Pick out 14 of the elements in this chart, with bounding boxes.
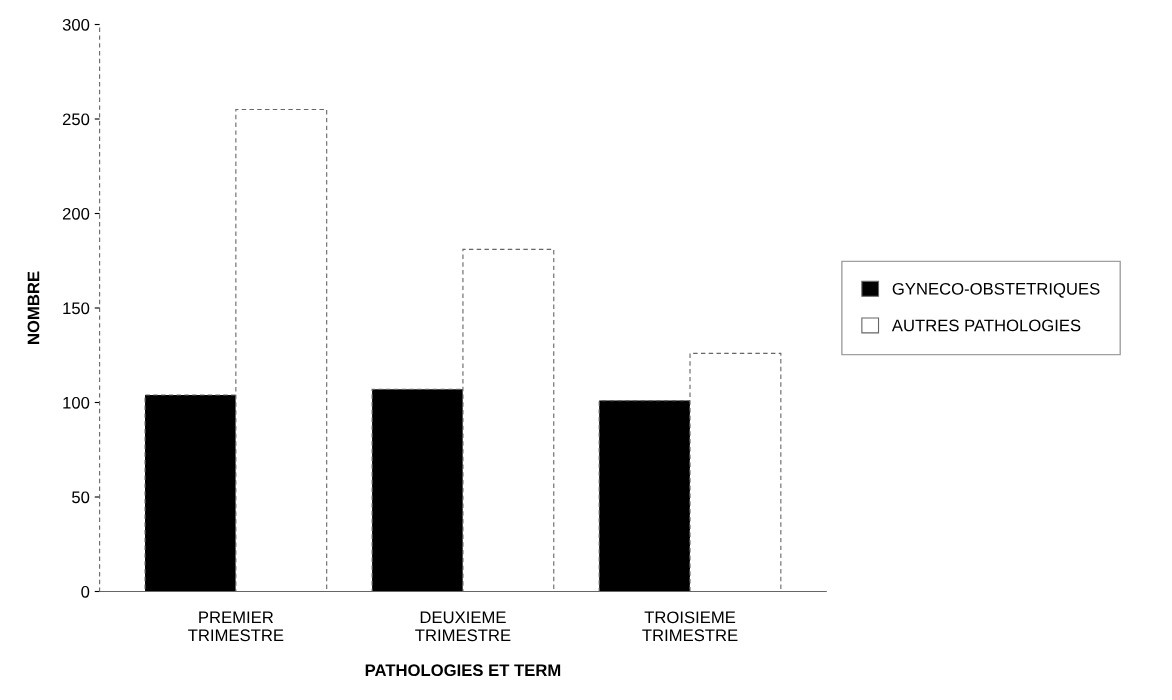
y-tick-label: 250 [62, 113, 90, 126]
y-tick-label: 150 [63, 302, 90, 315]
y-axis-title: NOMBRE [27, 271, 40, 344]
y-tick-label: 100 [63, 396, 90, 409]
x-tick-label: DEUXIEME TRIMESTRE [415, 611, 511, 642]
x-axis-title: PATHOLOGIES ET TERM [365, 664, 561, 677]
x-tick-label: TROISIEME TRIMESTRE [642, 611, 738, 642]
legend-label: GYNECO-OBSTETRIQUES [892, 282, 1100, 298]
x-tick-label: PREMIER TRIMESTRE [188, 611, 284, 642]
legend-label: AUTRES PATHOLOGIES [891, 319, 1081, 332]
y-tick-label: 300 [62, 18, 90, 31]
y-tick-label: 200 [62, 207, 90, 220]
y-tick-label: 50 [72, 491, 90, 504]
y-tick-label: 0 [81, 585, 90, 598]
